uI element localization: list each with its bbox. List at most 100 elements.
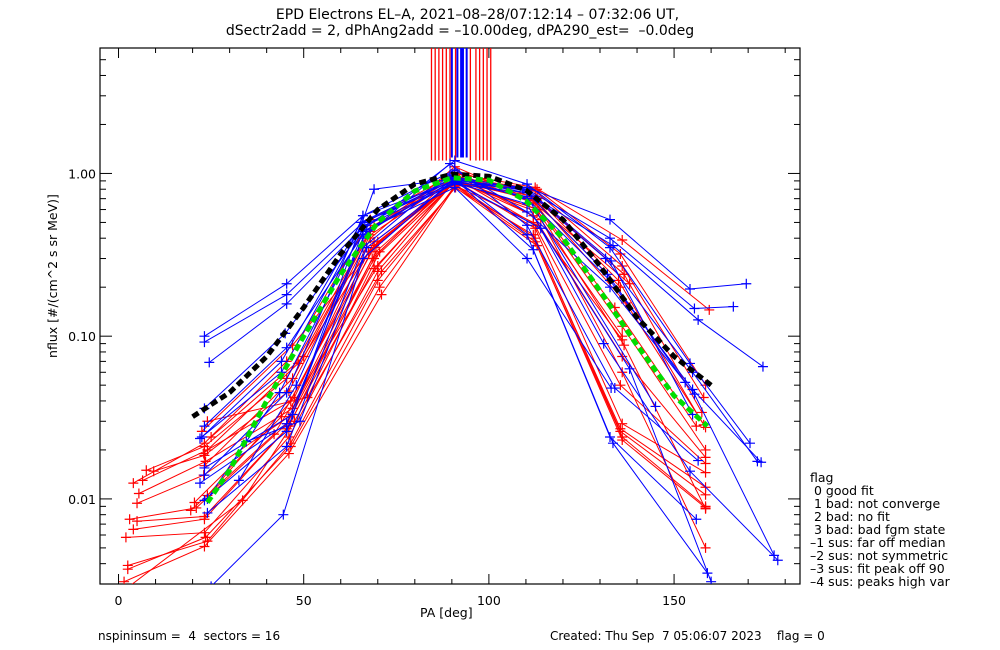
series-blue-15 <box>202 172 698 504</box>
data-point-plus <box>185 505 196 516</box>
data-point-plus <box>680 377 691 388</box>
data-line <box>123 185 706 583</box>
data-point-plus <box>615 380 626 391</box>
y-tick-label: 0.01 <box>68 492 96 507</box>
data-point-plus <box>756 457 767 468</box>
data-point-plus <box>195 478 205 489</box>
data-point-plus <box>689 303 700 314</box>
data-series <box>119 155 783 584</box>
data-point-plus <box>376 266 387 277</box>
data-point-plus <box>291 380 302 391</box>
data-point-plus <box>617 234 628 245</box>
data-point-plus <box>445 158 455 169</box>
data-point-plus <box>700 489 711 500</box>
data-point-plus <box>199 541 210 552</box>
legend-item: –1 sus: far off median <box>810 535 946 550</box>
data-point-plus <box>691 421 702 432</box>
data-point-plus <box>276 356 287 367</box>
chart-title-line1: EPD Electrons EL–A, 2021–08–28/07:12:14 … <box>275 7 680 23</box>
data-point-plus <box>133 488 144 499</box>
data-point-plus <box>124 514 135 525</box>
data-point-plus <box>369 184 380 195</box>
data-point-plus <box>605 242 615 253</box>
x-tick-label: 100 <box>477 593 501 608</box>
data-point-plus <box>206 432 217 443</box>
data-point-plus <box>606 255 617 266</box>
data-point-plus <box>281 441 292 452</box>
data-point-plus <box>617 418 628 429</box>
data-line <box>201 176 762 463</box>
data-point-plus <box>685 283 695 294</box>
data-point-plus <box>278 509 289 520</box>
data-point-plus <box>189 497 200 508</box>
fit-curve-black <box>191 171 713 419</box>
data-point-plus <box>204 357 215 368</box>
data-line <box>204 178 697 520</box>
data-point-plus <box>606 383 617 394</box>
data-point-plus <box>283 448 294 459</box>
data-point-plus <box>200 532 211 543</box>
data-point-plus <box>141 465 152 476</box>
series-blue-6 <box>196 172 767 468</box>
data-point-plus <box>607 438 618 449</box>
data-point-plus <box>728 301 739 312</box>
data-point-plus <box>700 503 711 514</box>
data-point-plus <box>122 564 133 575</box>
data-point-plus <box>128 478 139 489</box>
peak-markers <box>430 48 492 161</box>
data-point-plus <box>233 475 244 486</box>
series-blue-5 <box>199 174 763 467</box>
y-axis-label: nflux [#/(cm^2 s sr MeV)] <box>45 194 60 358</box>
data-line <box>199 178 686 439</box>
series-blue-2 <box>199 177 739 348</box>
data-point-plus <box>704 304 715 315</box>
x-axis-label: PA [deg] <box>420 605 473 620</box>
footer-settings: nspininsum = 4 sectors = 16 <box>98 629 281 643</box>
data-point-plus <box>148 466 159 477</box>
data-point-plus <box>120 532 131 543</box>
data-point-plus <box>274 387 285 398</box>
series-blue-1 <box>199 175 752 342</box>
legend-title: flag <box>810 470 834 485</box>
data-point-plus <box>374 246 385 257</box>
data-point-plus <box>700 467 711 478</box>
data-point-plus <box>650 401 661 412</box>
data-point-plus <box>700 542 711 553</box>
x-tick-label: 0 <box>115 593 123 608</box>
data-point-plus <box>198 448 209 459</box>
series-red-8 <box>132 174 711 527</box>
data-point-plus <box>535 223 546 234</box>
data-point-plus <box>374 282 385 293</box>
data-point-plus <box>772 555 783 566</box>
data-point-plus <box>617 367 628 378</box>
data-line <box>131 186 706 584</box>
data-point-plus <box>281 426 292 437</box>
data-point-plus <box>528 244 539 255</box>
data-point-plus <box>199 462 210 473</box>
data-point-plus <box>195 433 205 444</box>
legend-item: 3 bad: bad fgm state <box>810 522 946 537</box>
data-point-plus <box>367 253 378 264</box>
data-point-plus <box>202 507 213 518</box>
data-point-plus <box>281 289 292 300</box>
legend-item: –3 sus: fit peak off 90 <box>810 561 945 576</box>
data-point-plus <box>295 416 305 427</box>
data-line <box>204 180 747 337</box>
data-point-plus <box>199 337 210 348</box>
legend-item: 1 bad: not converge <box>810 496 941 511</box>
data-point-plus <box>199 450 210 461</box>
data-point-plus <box>689 389 700 400</box>
chart-title-line2: dSectr2add = 2, dPhAng2add = –10.00deg, … <box>225 23 695 39</box>
data-point-plus <box>685 466 695 477</box>
data-point-plus <box>237 495 248 506</box>
data-point-plus <box>137 475 148 486</box>
series-fit-green <box>205 175 710 504</box>
series-red-12 <box>122 179 711 575</box>
x-tick-label: 50 <box>296 593 312 608</box>
data-point-plus <box>132 498 143 509</box>
data-point-plus <box>605 233 615 244</box>
legend-item: –4 sus: peaks high var <box>810 574 950 589</box>
data-point-plus <box>745 438 755 449</box>
data-point-plus <box>281 342 292 353</box>
